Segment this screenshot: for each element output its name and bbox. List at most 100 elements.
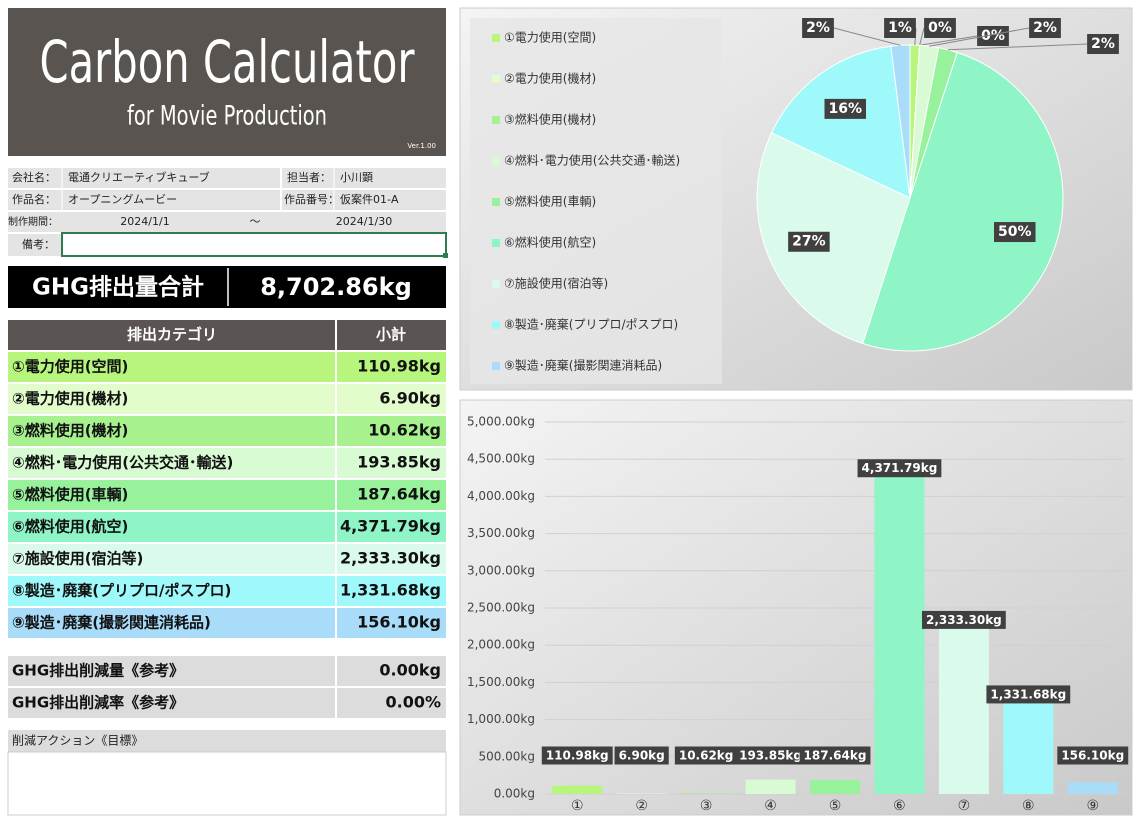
data-label: 50% <box>998 224 1032 240</box>
label: 制作期間： <box>8 215 58 228</box>
data-label: 1,331.68kg <box>990 687 1066 701</box>
subtotal: 187.64kg <box>357 485 441 504</box>
row-bg <box>8 608 446 638</box>
leader-line <box>833 27 901 46</box>
data-label: 187.64kg <box>804 749 867 763</box>
y-tick-label: 0.00kg <box>494 787 535 801</box>
data-label-bg <box>614 746 669 765</box>
row-bg <box>8 576 446 606</box>
legend-swatch <box>492 362 500 370</box>
legend-entry: ⑨製造･廃棄(撮影関連消耗品) <box>504 358 662 373</box>
label: 作品番号： <box>284 193 339 206</box>
header-panel <box>8 8 446 156</box>
category-name: ⑨製造･廃棄(撮影関連消耗品) <box>12 614 211 632</box>
bar <box>1067 782 1118 794</box>
total-panel <box>8 266 446 308</box>
data-label: 27% <box>792 234 826 250</box>
bar <box>938 620 989 794</box>
data-label: 156.10kg <box>1061 749 1124 763</box>
value: ～ <box>250 215 261 228</box>
data-label-bg <box>541 746 613 765</box>
subtotal: 110.98kg <box>357 357 441 376</box>
row-bg <box>8 688 446 718</box>
category-name: ④燃料･電力使用(公共交通･輸送) <box>12 454 233 472</box>
row-bg <box>8 512 446 542</box>
data-label-bg <box>824 98 867 119</box>
legend-entry: ③燃料使用(機材) <box>504 112 596 127</box>
data-label: 2% <box>1091 36 1115 52</box>
action-input[interactable] <box>7 751 447 816</box>
app-title: Carbon Calculator <box>40 28 415 96</box>
data-label-bg <box>1029 18 1061 38</box>
data-label: 2% <box>806 20 830 36</box>
bar <box>1003 694 1054 794</box>
x-tick-label: ⑦ <box>958 798 971 814</box>
bar <box>810 780 860 794</box>
fill-handle <box>443 253 448 258</box>
category-name: ③燃料使用(機材) <box>12 422 128 440</box>
bar <box>616 793 667 794</box>
leader-line <box>919 35 978 46</box>
data-label: 2,333.30kg <box>926 613 1002 627</box>
legend-swatch <box>492 116 500 124</box>
legend-swatch <box>492 34 500 42</box>
app-subtitle: for Movie Production <box>127 101 327 132</box>
label: 担当者： <box>287 170 331 184</box>
y-tick-label: 3,000.00kg <box>467 563 535 577</box>
y-tick-label: 2,500.00kg <box>467 601 535 615</box>
data-label-bg <box>735 746 807 765</box>
column-header: 排出カテゴリ <box>127 326 217 344</box>
info-block: 会社名： 電通クリエーティブキューブ 担当者： 小川顕 作品名： オープニングム… <box>8 168 448 258</box>
subtotal: 6.90kg <box>379 389 441 408</box>
legend-swatch <box>492 157 500 165</box>
legend-entry: ⑤燃料使用(車輌) <box>504 194 596 209</box>
value: 2024/1/1 <box>120 215 169 228</box>
data-label: 2% <box>1033 20 1057 36</box>
subtotal: 1,331.68kg <box>340 581 441 600</box>
data-label: 0% <box>981 28 1005 44</box>
total-label: GHG排出量合計 <box>32 274 204 301</box>
remarks-input[interactable] <box>61 232 447 257</box>
pie-slice <box>862 51 1064 352</box>
y-tick-label: 1,500.00kg <box>467 675 535 689</box>
data-label: 10.62kg <box>679 749 734 763</box>
data-label-bg <box>802 18 834 38</box>
x-tick-label: ⑨ <box>1086 798 1099 814</box>
action-header <box>8 730 446 752</box>
subtotal: 2,333.30kg <box>340 549 441 568</box>
y-tick-label: 4,500.00kg <box>467 452 535 466</box>
cell <box>282 168 446 188</box>
label: 作品名： <box>12 192 56 206</box>
legend-entry: ④燃料･電力使用(公共交通･輸送) <box>504 153 680 168</box>
category-name: ⑦施設使用(宿泊等) <box>12 550 143 568</box>
column-header: 小計 <box>376 326 406 344</box>
total-value: 8,702.86kg <box>260 273 412 301</box>
legend-swatch <box>492 198 500 206</box>
data-label-bg <box>924 18 956 38</box>
bar <box>745 779 796 794</box>
data-label-bg <box>1057 746 1129 765</box>
data-label-bg <box>994 222 1036 243</box>
value: オープニングムービー <box>68 192 177 206</box>
data-label: 16% <box>828 101 862 117</box>
subtotal: 4,371.79kg <box>340 517 441 536</box>
legend-entry: ⑧製造･廃棄(プリプロ/ポスプロ) <box>504 317 678 332</box>
data-label-bg <box>986 685 1071 704</box>
bar <box>552 785 603 794</box>
y-tick-label: 3,500.00kg <box>467 526 535 540</box>
row-bg <box>8 448 446 478</box>
value: 小川顕 <box>340 171 373 184</box>
row-bg <box>8 416 446 446</box>
label: 備考： <box>22 238 55 251</box>
reduction-value: 0.00% <box>385 693 441 712</box>
legend-swatch <box>492 75 500 83</box>
data-label-bg <box>884 18 916 38</box>
x-tick-label: ⑤ <box>829 798 842 814</box>
pie-slice <box>770 45 911 199</box>
value: 2024/1/30 <box>336 215 392 228</box>
x-tick-label: ⑥ <box>893 798 906 814</box>
data-label-bg <box>674 746 738 765</box>
data-label: 193.85kg <box>739 749 802 763</box>
